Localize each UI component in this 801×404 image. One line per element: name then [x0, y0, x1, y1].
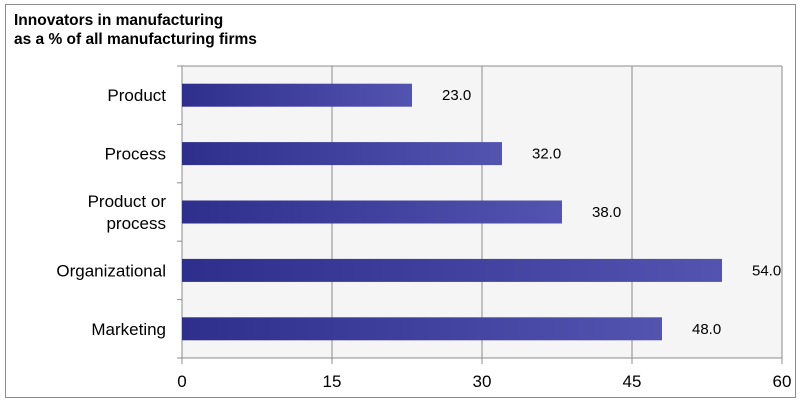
data-label: 48.0	[692, 321, 721, 338]
bar	[182, 142, 502, 166]
x-tick-label: 60	[773, 372, 792, 391]
chart-title: Innovators in manufacturing as a % of al…	[14, 11, 257, 49]
data-label: 54.0	[752, 262, 781, 279]
category-label: Product	[107, 86, 166, 105]
bar	[182, 258, 722, 282]
category-label-line: Product	[107, 86, 166, 105]
category-label-line: Organizational	[56, 261, 166, 280]
data-labels: 23.0 32.0 38.0 54.0 48.0	[442, 87, 781, 338]
category-label: Product or process	[88, 192, 167, 233]
bar	[182, 200, 562, 224]
category-label-line: Process	[105, 145, 166, 164]
x-tick-label: 45	[623, 372, 642, 391]
x-tick-label: 0	[177, 372, 186, 391]
x-tick-label: 15	[323, 372, 342, 391]
category-label: Marketing	[91, 320, 166, 339]
category-label: Process	[105, 145, 166, 164]
bar	[182, 83, 412, 107]
category-label-line: Product or	[88, 192, 167, 211]
category-label-line: process	[106, 214, 166, 233]
data-label: 38.0	[592, 204, 621, 221]
chart-title-line-1: Innovators in manufacturing	[14, 12, 224, 29]
category-label-line: Marketing	[91, 320, 166, 339]
data-label: 23.0	[442, 87, 471, 104]
category-labels: Product Process Product or process Organizat…	[56, 86, 166, 339]
data-label: 32.0	[532, 146, 561, 163]
bars	[182, 83, 722, 341]
bar	[182, 317, 662, 341]
chart-title-line-2: as a % of all manufacturing firms	[14, 31, 257, 48]
x-tick-label: 30	[473, 372, 492, 391]
x-tick-labels: 0 15 30 45 60	[177, 372, 791, 391]
category-label: Organizational	[56, 261, 166, 280]
